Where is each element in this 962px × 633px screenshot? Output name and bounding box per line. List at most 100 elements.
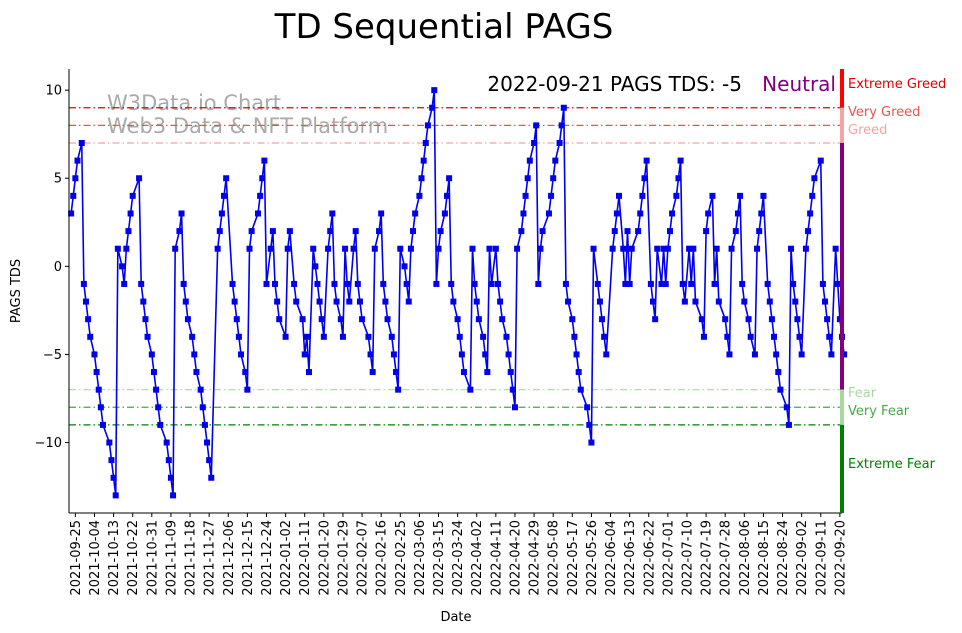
data-point [609, 245, 616, 252]
data-point [95, 386, 102, 393]
data-point [550, 175, 557, 182]
data-point [148, 351, 155, 358]
threshold-label-4: Very Fear [848, 404, 910, 419]
x-tick-label: 2022-03-15 [432, 520, 447, 596]
data-point [805, 228, 812, 235]
data-point [796, 333, 803, 340]
sentiment-bar-segment-1 [840, 107, 844, 143]
data-point [407, 245, 414, 252]
x-tick-label: 2022-07-28 [719, 520, 734, 596]
data-point [378, 210, 385, 217]
data-point [562, 280, 569, 287]
x-tick-label: 2022-02-16 [375, 520, 390, 596]
data-point [401, 263, 408, 270]
data-point [590, 245, 597, 252]
data-point [301, 351, 308, 358]
data-point [473, 298, 480, 305]
data-point [395, 386, 402, 393]
data-point [792, 298, 799, 305]
data-point [138, 280, 145, 287]
x-tick-label: 2022-02-07 [356, 520, 371, 596]
data-point [310, 245, 317, 252]
axes: 10 5 0 −5 −10 2021-09-25 2021-10-04 2021-10-13 2… [35, 69, 848, 596]
x-tick-label: 2021-10-04 [88, 520, 103, 596]
data-point [376, 228, 383, 235]
data-point [255, 210, 261, 217]
data-point [261, 157, 268, 164]
data-point [320, 333, 327, 340]
data-point [422, 140, 429, 146]
data-point [197, 386, 204, 393]
data-point [291, 280, 298, 287]
data-point [157, 421, 164, 428]
data-point [458, 351, 465, 358]
data-point [223, 175, 230, 182]
data-point [788, 245, 795, 252]
data-point [87, 333, 94, 340]
data-point [235, 333, 242, 340]
data-point [121, 280, 128, 287]
data-point [448, 280, 455, 287]
data-point [80, 280, 87, 287]
data-point [142, 316, 149, 323]
data-point [72, 175, 79, 182]
x-tick-label: 2021-12-06 [222, 520, 237, 596]
watermark-line-2: Web3 Data & NFT Platform [107, 114, 388, 138]
data-point [271, 280, 278, 287]
data-point [692, 298, 699, 305]
data-point [705, 210, 712, 217]
data-point [78, 140, 85, 146]
data-point [397, 245, 404, 252]
data-point [420, 157, 427, 164]
data-point [176, 228, 183, 235]
data-point [622, 280, 629, 287]
data-point [356, 298, 363, 305]
data-point [811, 175, 818, 182]
data-point [189, 333, 196, 340]
data-point [666, 228, 673, 235]
data-point [643, 157, 650, 164]
y-tick-label: 10 [45, 84, 62, 99]
data-point [616, 192, 623, 199]
x-tick-label: 2021-12-24 [260, 520, 275, 596]
data-point [773, 351, 780, 358]
data-point [333, 298, 340, 305]
data-point [182, 298, 189, 305]
data-point [594, 280, 601, 287]
data-point [518, 228, 525, 235]
data-point [700, 333, 707, 340]
data-point [652, 316, 659, 323]
data-point [764, 280, 771, 287]
y-tick-label: 5 [54, 172, 62, 187]
data-point [259, 175, 266, 182]
data-point [140, 298, 147, 305]
sentiment-bar-segment-0 [840, 69, 844, 108]
data-point [688, 280, 695, 287]
data-point [745, 316, 752, 323]
data-point [802, 245, 809, 252]
data-point [488, 280, 495, 287]
data-point [286, 228, 293, 235]
data-point [798, 351, 805, 358]
x-tick-label: 2022-01-11 [298, 520, 313, 596]
x-tick-label: 2021-10-31 [145, 520, 160, 596]
data-point [371, 245, 378, 252]
data-point [110, 474, 117, 481]
series-line-0 [70, 89, 845, 497]
data-point [601, 333, 608, 340]
data-point [669, 210, 676, 217]
data-point [108, 457, 115, 464]
y-axis-label: PAGS TDS [9, 259, 24, 323]
data-point [771, 333, 778, 340]
data-point [556, 140, 563, 146]
data-point [331, 280, 338, 287]
data-point [206, 457, 213, 464]
x-tick-label: 2022-09-02 [795, 520, 810, 596]
data-point [424, 122, 431, 129]
data-point [242, 369, 249, 376]
data-point [106, 439, 113, 446]
data-point [533, 122, 540, 129]
data-point [794, 316, 801, 323]
data-point [484, 369, 491, 376]
